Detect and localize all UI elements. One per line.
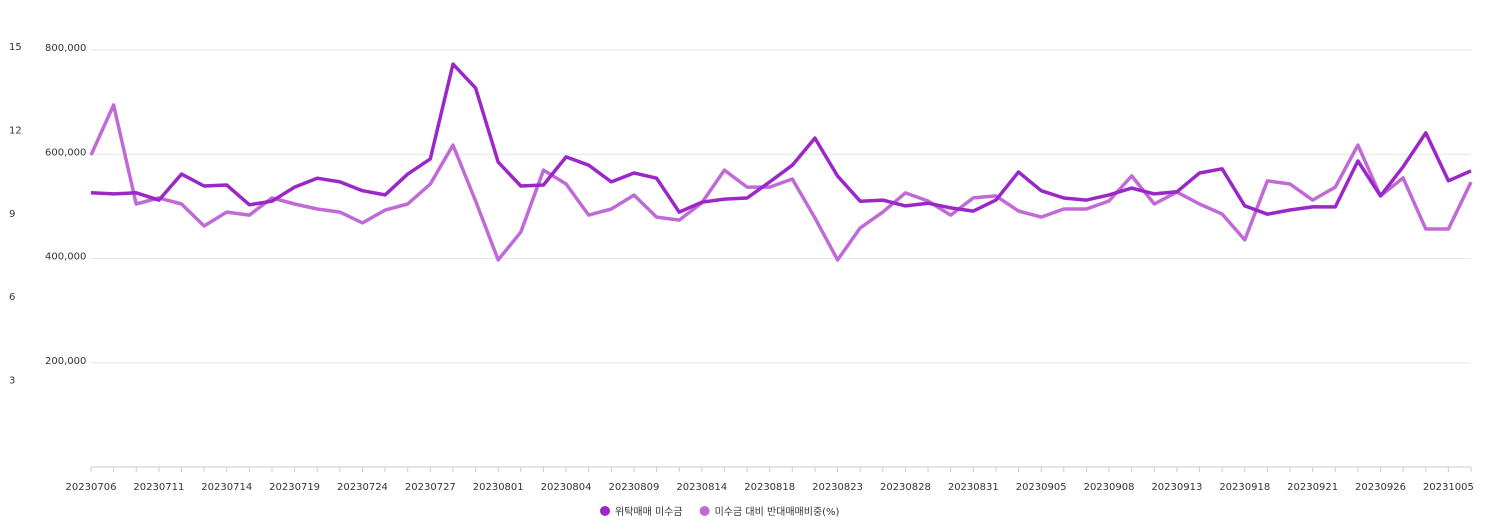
- x-tick-label: 20230801: [473, 482, 524, 493]
- legend-label: 미수금 대비 반대매매비중(%): [715, 506, 840, 518]
- x-tick-label: 20230921: [1287, 482, 1338, 493]
- x-tick-label: 20230814: [676, 482, 727, 493]
- x-tick-label: 20230724: [337, 482, 388, 493]
- x-tick-label: 20230831: [948, 482, 999, 493]
- x-tick-label: 20231005: [1423, 482, 1474, 493]
- x-tick-label: 20230908: [1084, 482, 1135, 493]
- x-tick-label: 20230809: [608, 482, 659, 493]
- x-tick-label: 20230918: [1219, 482, 1270, 493]
- x-tick-label: 20230804: [541, 482, 592, 493]
- y-tick-label: 200,000: [45, 356, 86, 367]
- y-tick-label: 600,000: [45, 147, 86, 158]
- x-tick-label: 20230818: [744, 482, 795, 493]
- x-tick-label: 20230711: [133, 482, 184, 493]
- x-tick-label: 20230905: [1016, 482, 1067, 493]
- x-tick-label: 20230913: [1151, 482, 1202, 493]
- legend-swatch: [600, 506, 610, 516]
- x-tick-label: 20230706: [66, 482, 117, 493]
- x-tick-label: 20230727: [405, 482, 456, 493]
- x-tick-label: 20230828: [880, 482, 931, 493]
- y2-tick-label: 6: [9, 292, 15, 303]
- x-tick-label: 20230823: [812, 482, 863, 493]
- x-tick-label: 20230926: [1355, 482, 1406, 493]
- y2-tick-label: 9: [9, 209, 15, 220]
- y-tick-label: 400,000: [45, 252, 86, 263]
- x-tick-label: 20230714: [201, 482, 252, 493]
- y2-tick-label: 15: [9, 42, 22, 53]
- legend-swatch: [699, 506, 710, 516]
- legend-label: 위탁매매 미수금: [615, 505, 683, 518]
- legend-item: 위탁매매 미수금: [600, 505, 683, 518]
- x-tick-label: 20230719: [269, 482, 320, 493]
- legend-item: 미수금 대비 반대매매비중(%): [699, 506, 840, 518]
- series-line: [89, 103, 1473, 262]
- series-line: [90, 62, 1472, 216]
- y2-tick-label: 3: [9, 376, 15, 387]
- y-tick-label: 800,000: [45, 43, 86, 54]
- y2-tick-label: 12: [9, 125, 22, 136]
